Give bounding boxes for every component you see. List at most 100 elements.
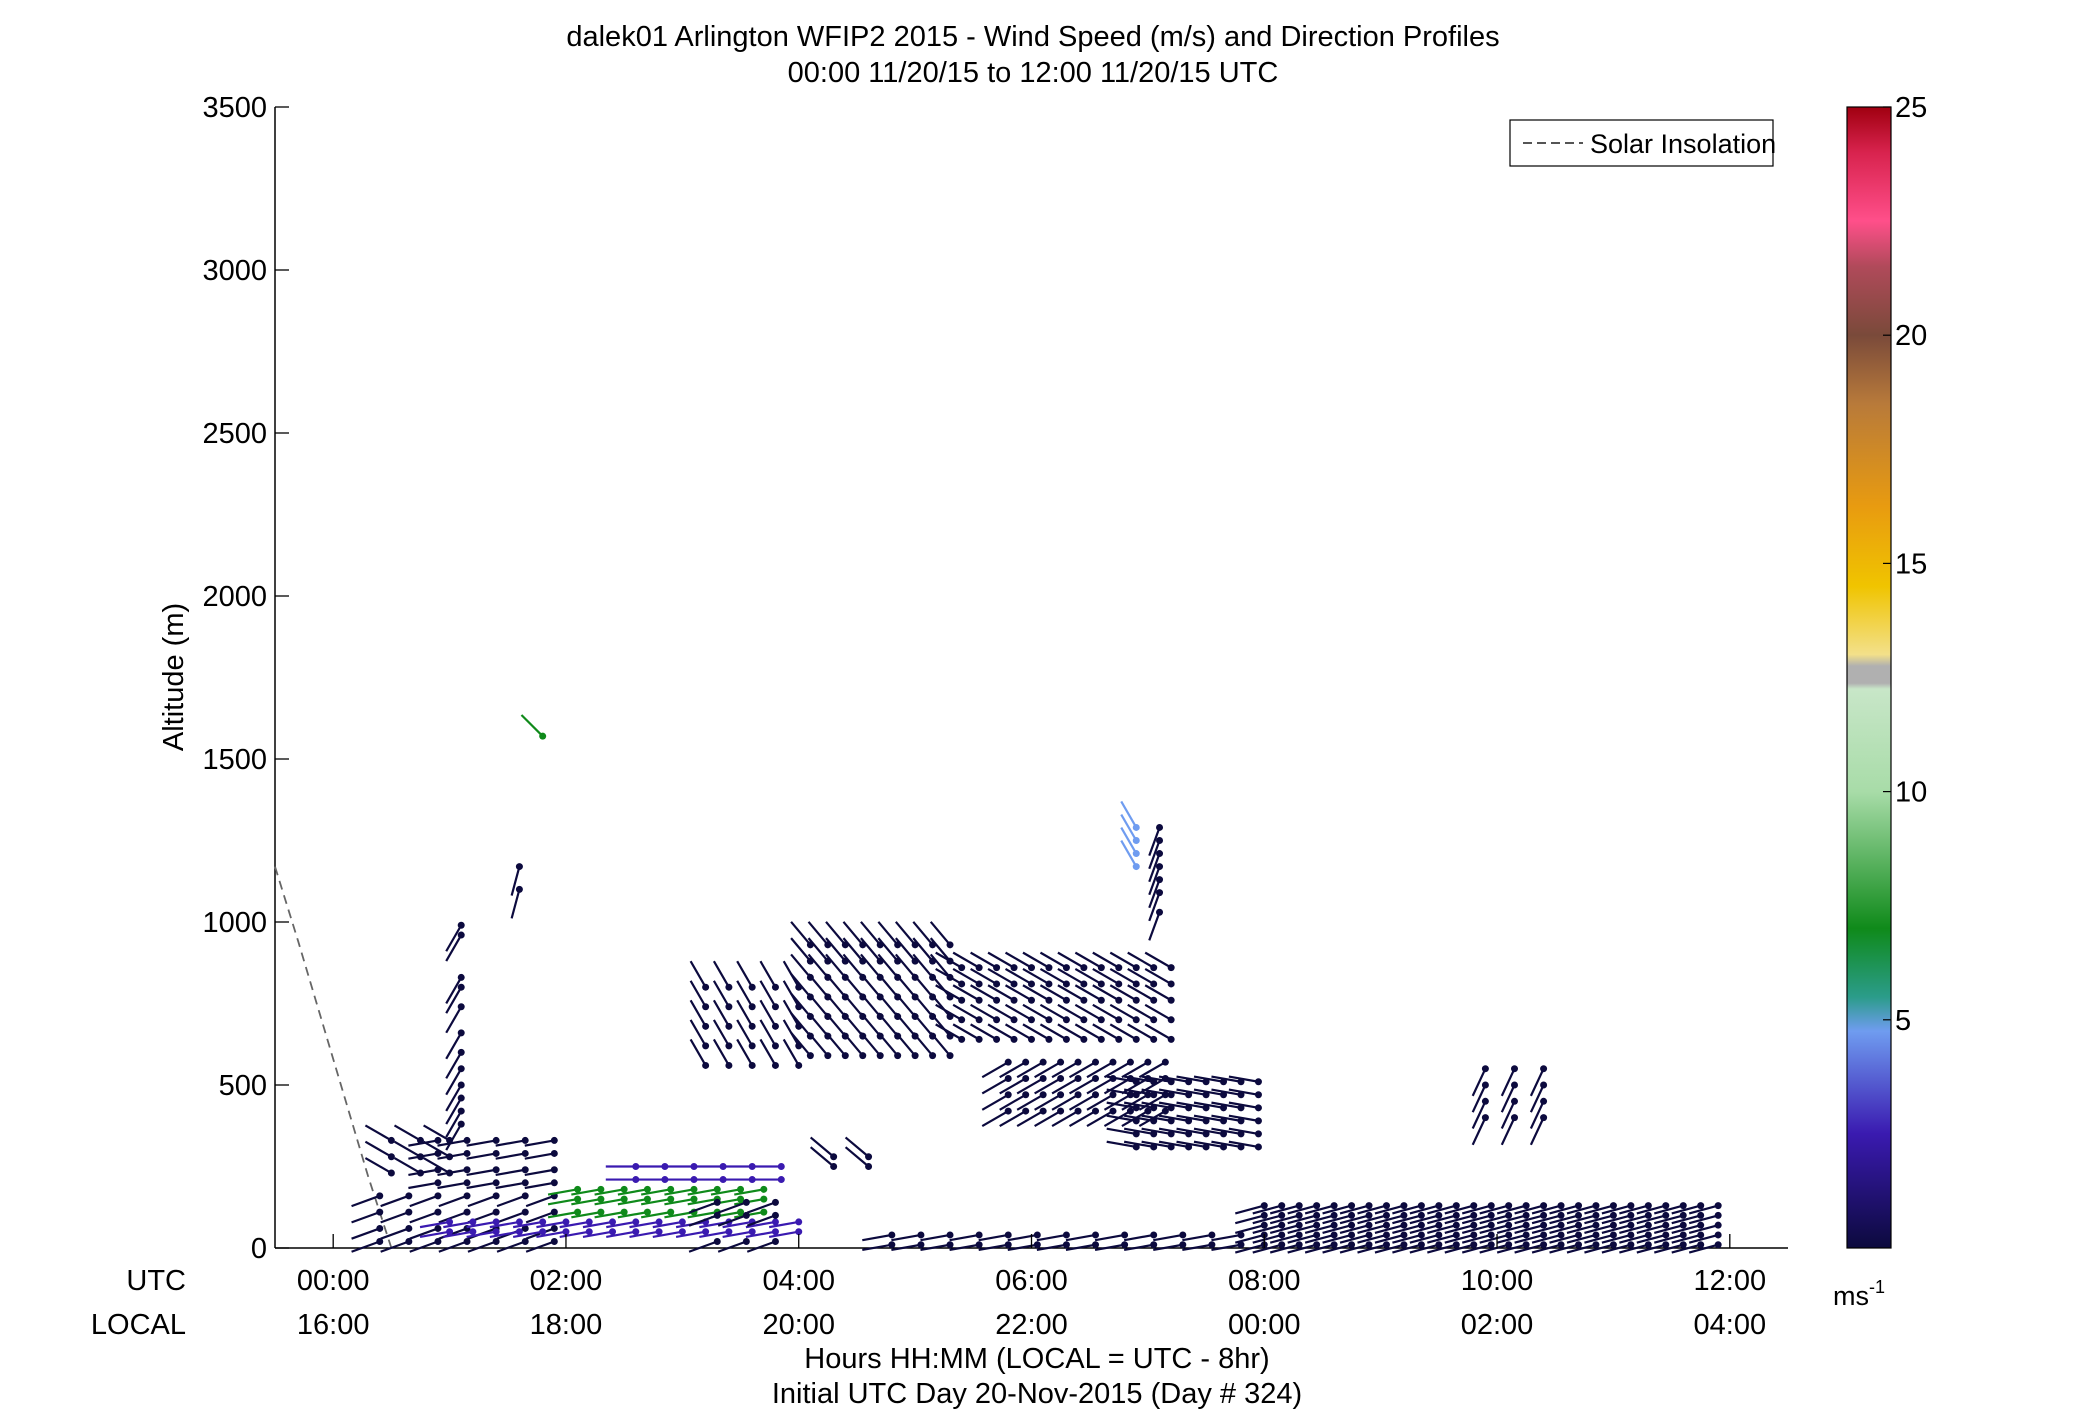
wind-barb-staff bbox=[1671, 1243, 1701, 1254]
wind-barbs bbox=[351, 714, 1722, 1254]
wind-barb-staff bbox=[1392, 1204, 1422, 1215]
wind-barb-point bbox=[1121, 1231, 1129, 1239]
wind-barb-staff bbox=[825, 1012, 847, 1037]
wind-barb-staff bbox=[1688, 1204, 1719, 1215]
wind-barb-staff bbox=[1022, 1023, 1050, 1041]
wind-barb-staff bbox=[1148, 911, 1161, 941]
wind-barb-staff bbox=[1153, 1243, 1183, 1252]
wind-barb-point bbox=[521, 1166, 529, 1174]
wind-barb-point bbox=[1435, 1221, 1443, 1229]
wind-barb-point bbox=[865, 1163, 873, 1170]
wind-barb-staff bbox=[443, 1220, 474, 1229]
wind-barb-staff bbox=[408, 1139, 439, 1147]
wind-barb-staff bbox=[1479, 1233, 1509, 1244]
colorbar-unit-exponent: -1 bbox=[1869, 1277, 1885, 1297]
wind-barb-staff bbox=[1479, 1243, 1509, 1254]
colorbar-tick-label: 25 bbox=[1895, 92, 1927, 124]
wind-barb-point bbox=[748, 983, 756, 991]
wind-barb-staff bbox=[571, 1211, 602, 1219]
wind-barb-staff bbox=[860, 973, 882, 998]
wind-barb-point bbox=[667, 1185, 675, 1193]
wind-barb-staff bbox=[582, 1220, 613, 1229]
wind-barb-staff bbox=[1106, 1140, 1137, 1149]
wind-barb-point bbox=[643, 1195, 651, 1203]
wind-barb-point bbox=[376, 1224, 384, 1232]
wind-barb-staff bbox=[1471, 1084, 1487, 1113]
wind-barb-staff bbox=[1357, 1204, 1387, 1215]
wind-barb-staff bbox=[664, 1198, 695, 1206]
wind-barb-point bbox=[1004, 1058, 1012, 1066]
wind-barb-point bbox=[1156, 837, 1164, 844]
wind-barb-point bbox=[620, 1185, 628, 1193]
wind-barb-staff bbox=[1531, 1214, 1562, 1225]
wind-barb-staff bbox=[842, 937, 864, 962]
wind-barb-point bbox=[1010, 1035, 1018, 1043]
wind-barb-staff bbox=[1531, 1204, 1562, 1215]
wind-barb-point bbox=[1481, 1114, 1489, 1122]
wind-barb-staff bbox=[952, 984, 980, 1002]
x-axis-label-2: Initial UTC Day 20-Nov-2015 (Day # 324) bbox=[772, 1378, 1302, 1410]
wind-barb-staff bbox=[1287, 1224, 1317, 1235]
wind-barb-staff bbox=[912, 1031, 934, 1057]
wind-barb-staff bbox=[920, 1243, 951, 1252]
wind-barb-point bbox=[1254, 1130, 1262, 1138]
x-tick-label-local: 00:00 bbox=[1228, 1309, 1301, 1341]
wind-barb-point bbox=[1627, 1231, 1635, 1239]
wind-barb-point bbox=[1487, 1202, 1495, 1210]
wind-barb-point bbox=[1452, 1202, 1460, 1210]
wind-barb-staff bbox=[1123, 1075, 1154, 1083]
wind-barb-point bbox=[1295, 1211, 1303, 1219]
wind-barb-staff bbox=[1120, 813, 1138, 842]
wind-barb-staff bbox=[1123, 1243, 1154, 1252]
wind-barb-staff bbox=[712, 999, 730, 1027]
wind-barb-point bbox=[1592, 1211, 1600, 1219]
wind-barb-staff bbox=[1653, 1204, 1684, 1215]
wind-barb-staff bbox=[860, 1012, 882, 1037]
wind-barb-staff bbox=[1496, 1214, 1527, 1225]
wind-barb-point bbox=[515, 1218, 523, 1226]
wind-barb-staff bbox=[1529, 1068, 1545, 1097]
wind-barb-staff bbox=[1022, 1003, 1050, 1021]
wind-barb-point bbox=[1278, 1211, 1286, 1219]
wind-barb-staff bbox=[1619, 1243, 1649, 1254]
wind-barb-staff bbox=[912, 992, 934, 1018]
wind-barb-staff bbox=[1529, 1117, 1545, 1146]
wind-barb-point bbox=[1470, 1221, 1478, 1229]
wind-barb-point bbox=[917, 1231, 925, 1239]
wind-barb-staff bbox=[807, 937, 829, 962]
wind-barb-staff bbox=[1514, 1224, 1544, 1235]
wind-barb-staff bbox=[929, 992, 951, 1018]
wind-barb-staff bbox=[768, 1220, 799, 1229]
wind-barb-point bbox=[725, 1003, 733, 1011]
wind-barb-point bbox=[434, 1179, 442, 1187]
wind-barb-staff bbox=[1144, 1023, 1172, 1041]
wind-barb-point bbox=[742, 1237, 750, 1245]
wind-barb-staff bbox=[1304, 1214, 1335, 1225]
wind-barb-staff bbox=[689, 1019, 707, 1047]
wind-barb-staff bbox=[1427, 1233, 1457, 1244]
wind-barb-point bbox=[1057, 1091, 1065, 1099]
wind-barb-staff bbox=[1549, 1214, 1579, 1225]
wind-barb-staff bbox=[1120, 840, 1138, 868]
wind-barb-staff bbox=[1109, 967, 1137, 985]
wind-barb-staff bbox=[1671, 1224, 1701, 1235]
wind-barb-point bbox=[405, 1224, 413, 1232]
wind-barb-staff bbox=[351, 1240, 381, 1253]
wind-barb-staff bbox=[912, 937, 934, 962]
wind-barb-staff bbox=[1153, 1233, 1183, 1242]
wind-barb-staff bbox=[894, 953, 916, 979]
wind-barb-point bbox=[446, 1228, 454, 1236]
wind-barb-point bbox=[1644, 1221, 1652, 1229]
wind-barb-point bbox=[1697, 1211, 1705, 1219]
wind-barb-point bbox=[376, 1237, 384, 1245]
wind-barb-staff bbox=[445, 1123, 463, 1151]
wind-barb-staff bbox=[1158, 1140, 1189, 1149]
wind-barb-staff bbox=[1688, 1243, 1719, 1254]
wind-barb-staff bbox=[712, 1019, 730, 1047]
wind-barb-staff bbox=[1193, 1075, 1224, 1083]
wind-barb-point bbox=[1115, 1016, 1123, 1024]
wind-barb-point bbox=[1179, 1231, 1187, 1239]
wind-barb-point bbox=[515, 885, 523, 893]
wind-barb-staff bbox=[687, 1198, 718, 1206]
wind-barb-staff bbox=[1127, 1023, 1155, 1041]
